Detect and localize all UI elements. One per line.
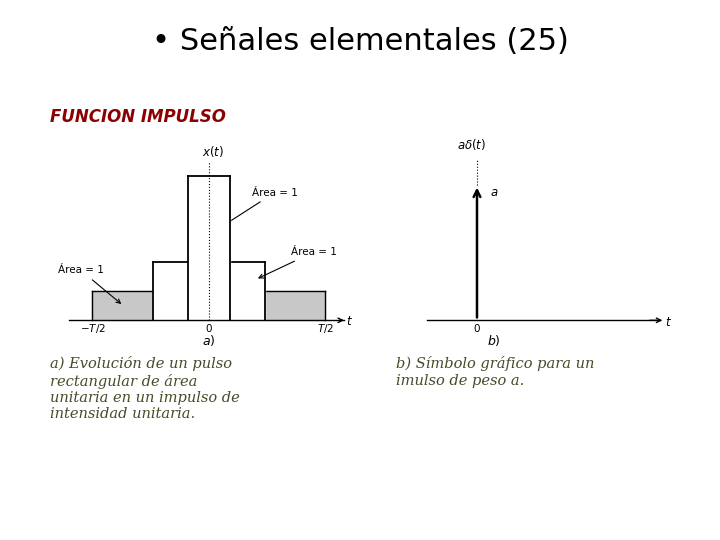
- Text: $t$: $t$: [346, 315, 354, 328]
- Text: $1/T$: $1/T$: [199, 285, 218, 298]
- Text: $-T/2$: $-T/2$: [80, 322, 105, 335]
- Text: b) Símbolo gráfico para un
imulso de peso a.: b) Símbolo gráfico para un imulso de pes…: [396, 356, 595, 388]
- Text: $t$: $t$: [665, 316, 672, 329]
- Text: $a)$: $a)$: [202, 333, 215, 348]
- Text: $0$: $0$: [473, 322, 481, 334]
- Text: Área = 1: Área = 1: [259, 247, 336, 278]
- Text: • Señales elementales (25): • Señales elementales (25): [152, 27, 568, 56]
- Text: $0$: $0$: [205, 322, 212, 334]
- Text: $b)$: $b)$: [487, 333, 500, 348]
- Text: FUNCION IMPULSO: FUNCION IMPULSO: [50, 108, 226, 126]
- Text: $T/2$: $T/2$: [317, 322, 333, 335]
- Text: $a$: $a$: [490, 186, 499, 199]
- Text: Área = 1: Área = 1: [58, 265, 120, 303]
- Text: a) Evolución de un pulso
rectangular de área
unitaria en un impulso de
intensida: a) Evolución de un pulso rectangular de …: [50, 356, 240, 421]
- Text: $a\delta(t)$: $a\delta(t)$: [457, 137, 486, 152]
- Text: $x(t)$: $x(t)$: [202, 144, 225, 159]
- Text: Área = 1: Área = 1: [220, 187, 297, 228]
